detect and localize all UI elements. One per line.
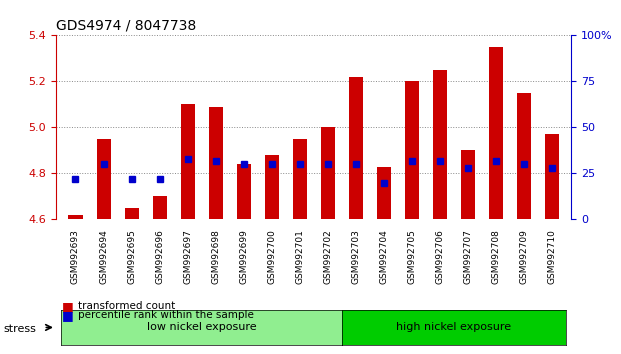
Bar [265, 155, 279, 219]
Text: percentile rank within the sample: percentile rank within the sample [78, 310, 253, 320]
Text: stress: stress [3, 324, 36, 334]
Text: ■: ■ [62, 309, 74, 321]
Bar [320, 127, 335, 219]
Bar [545, 135, 559, 219]
Text: high nickel exposure: high nickel exposure [396, 322, 511, 332]
Text: low nickel exposure: low nickel exposure [147, 322, 256, 332]
Bar [68, 215, 83, 219]
Bar [433, 70, 446, 219]
Text: ■: ■ [62, 300, 74, 313]
Bar [181, 104, 194, 219]
Text: transformed count: transformed count [78, 301, 175, 311]
Bar [292, 139, 307, 219]
Bar [517, 93, 531, 219]
Bar [348, 77, 363, 219]
Text: GDS4974 / 8047738: GDS4974 / 8047738 [56, 19, 196, 33]
Bar [405, 81, 419, 219]
Bar [96, 139, 111, 219]
Bar [461, 150, 474, 219]
Bar [125, 208, 138, 219]
Bar [237, 164, 251, 219]
Bar [153, 196, 166, 219]
Bar [489, 47, 502, 219]
Bar [209, 107, 222, 219]
Bar [376, 166, 391, 219]
